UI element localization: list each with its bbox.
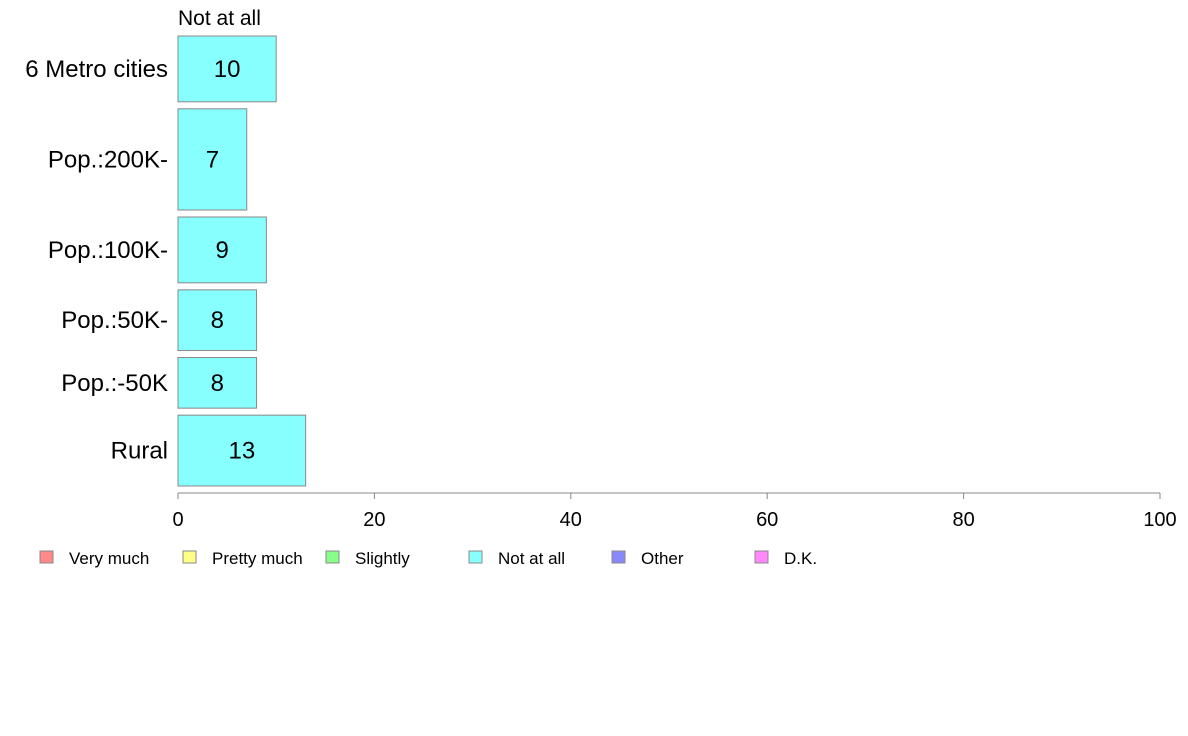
bar-value-label: 10 [214,56,241,83]
legend-label: D.K. [784,549,817,568]
category-label: Pop.:50K- [61,307,168,334]
x-axis: 0 20 40 60 80 100 [172,492,1177,531]
bar-value-label: 7 [206,146,219,173]
x-tick-label: 80 [952,509,974,531]
category-label: 6 Metro cities [25,56,168,83]
bar-value-label: 8 [211,307,224,334]
legend-label: Other [641,549,684,568]
legend: Very much Pretty much Slightly Not at all Ot… [39,549,817,568]
bar [177,216,267,284]
bar [177,289,258,352]
category-label: Pop.:100K- [48,237,168,264]
x-tick-label: 40 [560,509,582,531]
category-label: Pop.:-50K [61,370,168,397]
bar-value-label: 13 [228,438,255,465]
legend-label: Slightly [355,549,410,568]
legend-swatch [39,550,54,564]
category-labels: 6 Metro cities Pop.:200K- Pop.:100K- Pop.:5… [25,56,168,465]
legend-swatch [182,550,197,564]
bar [177,108,248,211]
legend-swatch [468,550,483,564]
legend-label: Very much [69,549,149,568]
legend-swatch [611,550,626,564]
legend-label: Pretty much [212,549,303,568]
bar [177,35,277,103]
category-label: Rural [111,438,168,465]
series-top-label: Not at all [178,7,261,30]
bar [177,357,258,409]
x-tick-label: 0 [172,509,183,531]
bar-value-label: 9 [216,237,229,264]
bars-group: 10 7 9 8 8 13 [177,35,307,487]
bar-value-label: 8 [211,370,224,397]
category-label: Pop.:200K- [48,146,168,173]
x-tick-label: 20 [363,509,385,531]
bar [177,414,307,487]
legend-swatch [325,550,340,564]
x-tick-label: 60 [756,509,778,531]
legend-swatch [754,550,769,564]
x-tick-label: 100 [1143,509,1176,531]
legend-label: Not at all [498,549,565,568]
